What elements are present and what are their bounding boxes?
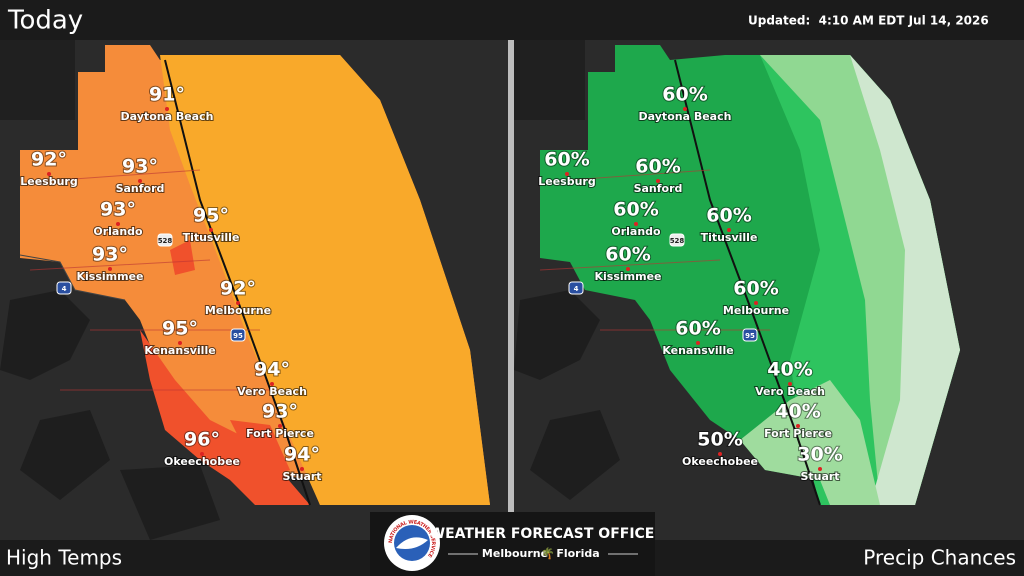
- city-name: Daytona Beach: [639, 110, 732, 123]
- city-dot: [178, 341, 182, 345]
- precip-value: 50%: [697, 429, 742, 451]
- header-bar: [0, 0, 1024, 40]
- road-sign-number: 4: [62, 285, 67, 293]
- city-name: Titusville: [183, 231, 240, 244]
- city-name: Kenansville: [662, 344, 733, 357]
- palm-icon: 🌴: [541, 547, 555, 560]
- city-name: Daytona Beach: [121, 110, 214, 123]
- city-name: Leesburg: [20, 175, 77, 188]
- panel-label: Precip Chances: [863, 546, 1016, 570]
- temp-map: [0, 40, 508, 540]
- road-sign: [742, 328, 758, 342]
- city-name: Orlando: [611, 225, 661, 238]
- city-name: Melbourne: [723, 304, 789, 317]
- temperature-value: 93°: [92, 244, 128, 266]
- city-dot: [47, 172, 51, 176]
- city-name: Okeechobee: [682, 455, 758, 468]
- city-name: Stuart: [800, 470, 839, 483]
- temperature-value: 93°: [122, 156, 158, 178]
- city-dot: [696, 341, 700, 345]
- temperature-value: 93°: [100, 199, 136, 221]
- city-dot: [300, 467, 304, 471]
- city-dot: [138, 179, 142, 183]
- city-dot: [209, 228, 213, 232]
- temperature-value: 96°: [184, 429, 220, 451]
- office-title: WEATHER FORECAST OFFICE: [430, 526, 655, 542]
- temperature-value: 95°: [193, 205, 229, 227]
- panel-divider: [508, 40, 514, 540]
- precip-value: 60%: [675, 318, 720, 340]
- city-name: Stuart: [282, 470, 321, 483]
- logo-cloud: [396, 537, 428, 549]
- road-sign-number: 528: [670, 237, 685, 245]
- city-name: Kenansville: [144, 344, 215, 357]
- road-sign: [568, 281, 584, 295]
- temperature-value: 92°: [31, 149, 67, 171]
- road-sign-number: 95: [745, 332, 755, 340]
- city-name: Sanford: [634, 182, 683, 195]
- precip-value: 60%: [635, 156, 680, 178]
- city-name: Kissimmee: [76, 270, 143, 283]
- road-sign: [230, 328, 246, 342]
- city-name: Fort Pierce: [246, 427, 314, 440]
- city-name: Orlando: [93, 225, 143, 238]
- temperature-value: 93°: [262, 401, 298, 423]
- temperature-value: 95°: [162, 318, 198, 340]
- city-dot: [626, 267, 630, 271]
- city-dot: [818, 467, 822, 471]
- city-dot: [565, 172, 569, 176]
- city-dot: [796, 424, 800, 428]
- office-banner: [370, 512, 655, 576]
- temperature-value: 94°: [254, 359, 290, 381]
- precip-value: 60%: [733, 278, 778, 300]
- panel-label: High Temps: [6, 546, 122, 570]
- precip-value: 60%: [706, 205, 751, 227]
- city-name: Vero Beach: [755, 385, 825, 398]
- precip-value: 60%: [613, 199, 658, 221]
- city-dot: [116, 222, 120, 226]
- city-dot: [788, 382, 792, 386]
- precip-value: 60%: [662, 84, 707, 106]
- precip-map: [514, 40, 1024, 540]
- city-dot: [754, 301, 758, 305]
- road-sign-number: 95: [233, 332, 243, 340]
- temperature-value: 92°: [220, 278, 256, 300]
- road-sign-number: 528: [158, 237, 173, 245]
- office-state: Florida: [556, 547, 599, 560]
- title: Today: [7, 6, 83, 36]
- city-dot: [634, 222, 638, 226]
- city-name: Sanford: [116, 182, 165, 195]
- city-name: Titusville: [701, 231, 758, 244]
- city-dot: [718, 452, 722, 456]
- city-name: Okeechobee: [164, 455, 240, 468]
- city-dot: [236, 301, 240, 305]
- precip-value: 40%: [775, 401, 820, 423]
- office-city: Melbourne: [482, 547, 548, 560]
- city-dot: [278, 424, 282, 428]
- road-sign: [669, 233, 685, 247]
- road-sign: [157, 233, 173, 247]
- city-dot: [200, 452, 204, 456]
- city-name: Melbourne: [205, 304, 271, 317]
- city-name: Leesburg: [538, 175, 595, 188]
- precip-value: 60%: [544, 149, 589, 171]
- precip-value: 40%: [767, 359, 812, 381]
- city-dot: [108, 267, 112, 271]
- updated-time: Updated: 4:10 AM EDT Jul 14, 2026: [748, 14, 989, 28]
- city-dot: [683, 107, 687, 111]
- temperature-value: 91°: [149, 84, 185, 106]
- city-dot: [165, 107, 169, 111]
- road-sign-number: 4: [574, 285, 579, 293]
- road-sign: [56, 281, 72, 295]
- city-dot: [656, 179, 660, 183]
- precip-value: 60%: [605, 244, 650, 266]
- precip-value: 30%: [797, 444, 842, 466]
- city-name: Fort Pierce: [764, 427, 832, 440]
- city-dot: [727, 228, 731, 232]
- city-name: Vero Beach: [237, 385, 307, 398]
- temperature-value: 94°: [284, 444, 320, 466]
- city-name: Kissimmee: [594, 270, 661, 283]
- city-dot: [270, 382, 274, 386]
